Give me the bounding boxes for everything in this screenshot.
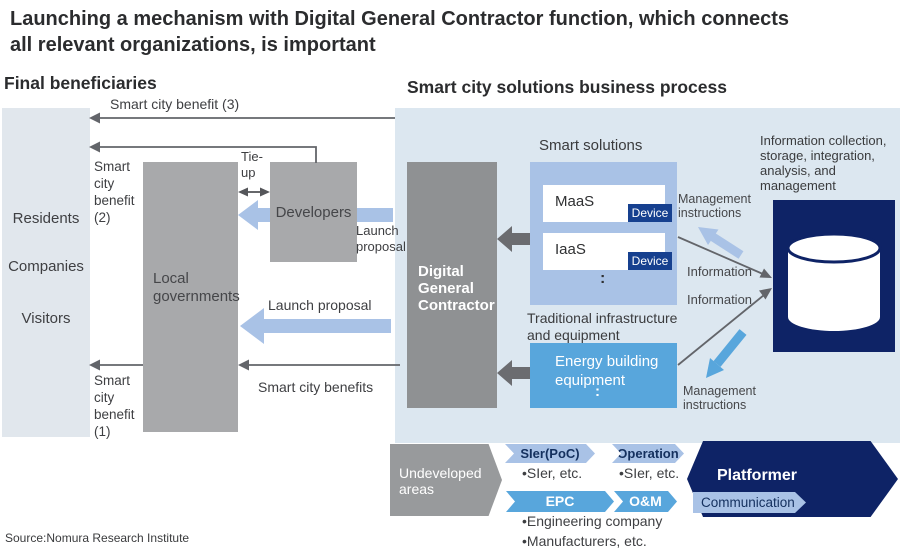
maas-box: MaaS Device (543, 185, 672, 222)
smart-city-benefit-2-label: Smart city benefit (2) (94, 159, 135, 225)
traditional-heading: Traditional infrastructure and equipment (527, 310, 678, 343)
developers-box: Developers (270, 162, 357, 262)
sier-note-1: •SIer, etc. (522, 465, 583, 481)
tie-up-double-arrow (238, 187, 270, 197)
om-chevron: O&M (614, 491, 677, 512)
launch-proposal-tail (357, 208, 393, 222)
sier-poc-label: SIer(PoC) (520, 446, 580, 461)
energy-equipment-ellipsis: : (595, 383, 600, 400)
beneficiaries-box: Residents Companies Visitors (2, 108, 90, 437)
smart-solutions-container: MaaS Device IaaS Device : (530, 162, 677, 305)
page-title: Launching a mechanism with Digital Gener… (10, 6, 890, 58)
smart-city-benefits-label: Smart city benefits (258, 379, 374, 395)
epc-note-2: •Manufacturers, etc. (522, 533, 647, 549)
communication-label: Communication (701, 495, 795, 510)
tie-up-label: Tie-up (241, 149, 263, 180)
smart-city-benefit-1-label: Smart city benefit (1) (94, 373, 135, 439)
source-note: Source:Nomura Research Institute (5, 531, 190, 545)
business-process-heading: Smart city solutions business process (407, 77, 727, 97)
local-governments-box: Local governments (143, 162, 240, 432)
launch-proposal-dgc-label: Launch proposal (268, 297, 372, 313)
smart-solutions-ellipsis: : (600, 270, 606, 287)
operation-chevron: Operation (612, 444, 684, 463)
smart-city-benefits-arrow (238, 359, 400, 371)
page-title-line1: Launching a mechanism with Digital Gener… (10, 8, 789, 30)
platformer-label: Platformer (717, 467, 798, 484)
operation-label: Operation (617, 446, 679, 461)
management-instructions-top-label: Management instructions (678, 192, 751, 220)
database-cylinder-icon (786, 232, 882, 331)
beneficiary-residents: Residents (12, 210, 80, 227)
management-instructions-bottom-label: Management instructions (683, 384, 756, 412)
iaas-device-badge: Device (628, 252, 672, 270)
final-beneficiaries-heading: Final beneficiaries (4, 73, 157, 93)
communication-chevron: Communication (693, 492, 806, 513)
information-top-label: Information (687, 264, 753, 279)
iaas-label: IaaS (555, 241, 586, 258)
information-bottom-label: Information (687, 292, 753, 307)
maas-device-badge: Device (628, 204, 672, 222)
sier-poc-chevron: SIer(PoC) (505, 444, 595, 463)
energy-equipment-box: Energy building equipment : (530, 343, 677, 408)
epc-label: EPC (545, 493, 575, 509)
launch-proposal-developers-label: Launch proposal (356, 223, 406, 254)
maas-label: MaaS (555, 193, 595, 210)
launch-proposal-big-arrow (240, 308, 391, 344)
epc-chevron: EPC (506, 491, 614, 512)
benefit3-arrow (89, 112, 395, 124)
developers-to-localgov-arrow (238, 200, 270, 230)
beneficiary-visitors: Visitors (21, 310, 71, 327)
sier-note-2: •SIer, etc. (619, 465, 680, 481)
smart-city-benefit-3-label: Smart city benefit (3) (110, 96, 240, 112)
database-box (773, 200, 895, 352)
digital-general-contractor-box: Digital General Contractor (407, 162, 497, 408)
developers-label: Developers (275, 204, 352, 221)
undeveloped-areas-label: Undeveloped areas (399, 465, 482, 497)
page-title-line2: all relevant organizations, is important (10, 34, 376, 56)
benefit1-arrow (89, 359, 143, 371)
iaas-box: IaaS Device (543, 233, 672, 270)
information-platform-description: Information collection, storage, integra… (760, 133, 887, 193)
om-label: O&M (629, 493, 662, 509)
undeveloped-areas-chevron: Undeveloped areas (390, 444, 502, 516)
local-governments-label: Local governments (153, 270, 240, 305)
beneficiary-companies: Companies (8, 258, 84, 275)
epc-note-1: •Engineering company (522, 513, 663, 529)
smart-solutions-heading: Smart solutions (539, 137, 643, 154)
digital-general-contractor-label: Digital General Contractor (418, 263, 495, 314)
energy-equipment-label: Energy building equipment (555, 353, 659, 389)
